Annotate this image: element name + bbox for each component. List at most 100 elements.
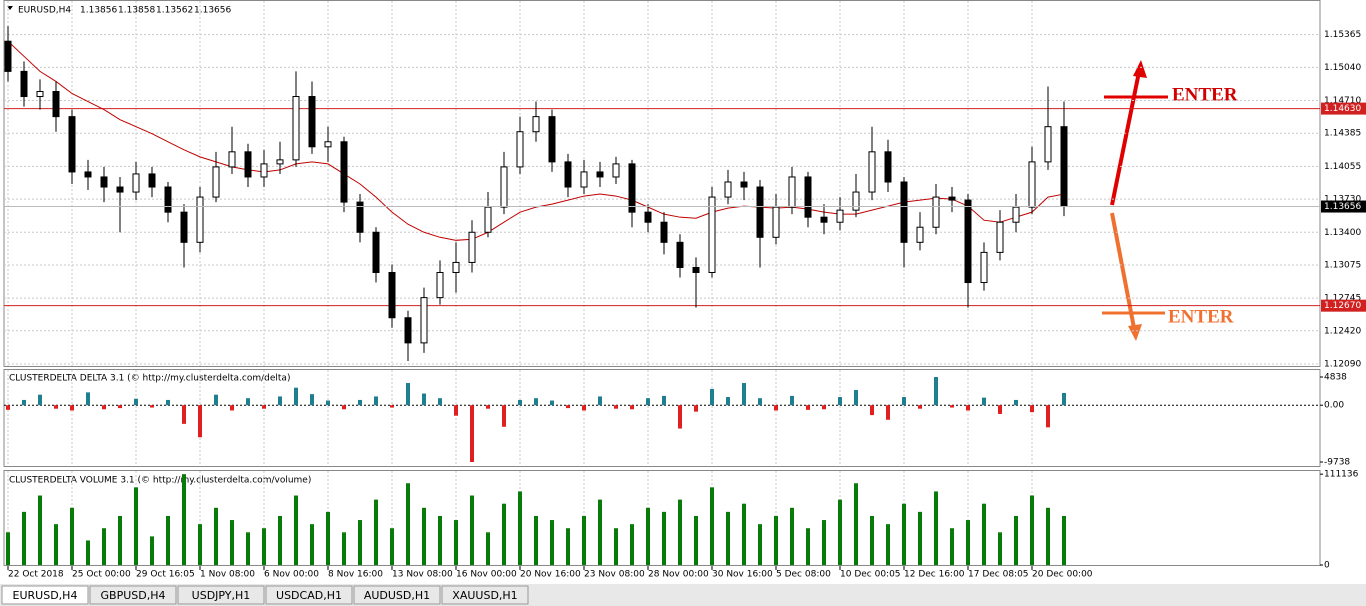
tab[interactable] [89, 585, 177, 605]
bar [566, 528, 570, 565]
y-tick-label: 111136 [1324, 470, 1359, 480]
bar [150, 536, 154, 565]
bar [118, 515, 122, 565]
candle-body [148, 173, 156, 188]
tab-label[interactable]: GBPUSD,H4 [101, 589, 166, 602]
y-tick-label: 1.15365 [1324, 30, 1361, 40]
bar [454, 520, 458, 565]
candle-body [596, 171, 604, 178]
bar [326, 511, 330, 565]
bar [86, 540, 90, 565]
candle-body [756, 186, 764, 238]
candle-body [628, 163, 636, 213]
tab[interactable] [353, 585, 441, 605]
candle-body [676, 241, 684, 268]
ohlc-value: 1.13856 [80, 6, 117, 16]
delta-panel [3, 369, 1321, 467]
bar [502, 405, 506, 427]
bar [1046, 507, 1050, 565]
bar [406, 383, 410, 406]
bar [86, 392, 90, 406]
tab[interactable] [177, 585, 265, 605]
bar [326, 400, 330, 406]
bar [790, 507, 794, 565]
bar [198, 405, 202, 438]
tab[interactable] [441, 585, 529, 605]
y-tick-label: 1.14710 [1324, 96, 1361, 106]
x-tick-label: 10 Dec 00:05 [840, 570, 901, 580]
volume-title: CLUSTERDELTA VOLUME 3.1 (© http://my.clu… [9, 476, 311, 486]
candle-body [868, 151, 876, 193]
tab-label[interactable]: USDCAD,H1 [276, 589, 342, 602]
up-arrow-head [1133, 60, 1147, 78]
tab-label[interactable]: EURUSD,H4 [13, 589, 78, 602]
tab-label[interactable]: AUDUSD,H1 [364, 589, 430, 602]
bar [390, 405, 394, 408]
bar [614, 405, 618, 409]
candle-body [964, 199, 972, 284]
bar [726, 397, 730, 406]
bar [438, 515, 442, 565]
tab-label[interactable]: USDJPY,H1 [192, 589, 251, 602]
candle-body [68, 116, 76, 173]
bar [150, 405, 154, 408]
bar [582, 405, 586, 411]
bar [934, 376, 938, 406]
bar [630, 524, 634, 565]
candle-body [612, 163, 620, 178]
candle-body [788, 176, 796, 208]
bar [886, 405, 890, 420]
candle-body [388, 271, 396, 319]
candle-body [340, 141, 348, 203]
enter-label: ENTER [1172, 84, 1238, 105]
bar [678, 405, 682, 429]
y-tick-label: 0 [1324, 561, 1330, 571]
bar [854, 483, 858, 565]
candle-body [644, 211, 652, 223]
tab[interactable] [265, 585, 353, 605]
y-tick-label: 1.12745 [1324, 294, 1361, 304]
candle-body [1044, 126, 1052, 163]
ohlc-value: 1.13562 [156, 6, 193, 16]
bar [422, 507, 426, 565]
bar [582, 515, 586, 565]
x-tick-label: 1 Nov 08:00 [200, 570, 255, 580]
bar [774, 515, 778, 565]
candle-body [228, 151, 236, 168]
bar [614, 528, 618, 565]
y-tick-label: 1.12420 [1324, 326, 1361, 336]
volume-panel [3, 470, 1321, 566]
candle-body [404, 317, 412, 344]
bar [598, 396, 602, 406]
candle-body [484, 206, 492, 233]
bar [70, 507, 74, 565]
bar [678, 499, 682, 565]
bar [502, 503, 506, 565]
y-tick-label: 1.13400 [1324, 228, 1361, 238]
bar [1014, 399, 1018, 406]
tab[interactable] [1, 585, 89, 605]
candle-body [196, 196, 204, 243]
y-tick-label: 1.14055 [1324, 162, 1361, 172]
x-tick-label: 25 Oct 00:00 [72, 570, 131, 580]
tab-label[interactable]: XAUUSD,H1 [452, 589, 517, 602]
candle-body [452, 261, 460, 273]
bar [198, 524, 202, 565]
candle-body [100, 176, 108, 188]
candle-body [532, 116, 540, 133]
bar [806, 405, 810, 410]
candle-body [20, 70, 28, 98]
candle-body [276, 159, 284, 165]
bar [438, 398, 442, 406]
candle-body [372, 231, 380, 273]
bar [1030, 495, 1034, 565]
candle-body [900, 181, 908, 243]
x-tick-label: 23 Nov 08:00 [584, 570, 645, 580]
bar [102, 528, 106, 565]
candle-body [180, 211, 188, 243]
bar [982, 503, 986, 565]
bar [310, 524, 314, 565]
bar [278, 515, 282, 565]
bar [54, 524, 58, 565]
